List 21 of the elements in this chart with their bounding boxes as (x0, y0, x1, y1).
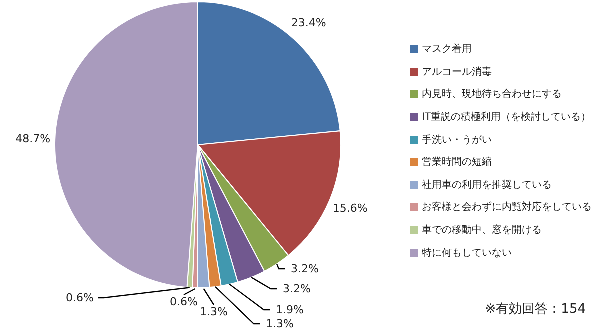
legend-label: 社用車の利用を推奨している (422, 178, 552, 192)
legend-label: マスク着用 (422, 42, 472, 56)
data-label: 0.6% (170, 296, 198, 308)
legend-label: 営業時間の短縮 (422, 156, 492, 170)
legend-label: お客様と会わずに内覧対応をしている (422, 200, 592, 214)
legend-label: アルコール消毒 (422, 66, 492, 79)
data-label: 3.2% (291, 262, 319, 276)
legend-label: 手洗い・うがい (422, 134, 492, 147)
data-label: 1.3% (200, 306, 228, 318)
text: ※有効回答：154 (485, 301, 586, 318)
legend-label: IT重説の積極利用（を検討している） (422, 110, 592, 124)
data-label: 48.7% (16, 132, 51, 146)
data-label: 0.6% (66, 292, 94, 304)
data-label: 3.2% (283, 282, 311, 296)
data-label: 1.9% (276, 304, 304, 316)
data-label: 15.6% (332, 202, 368, 215)
legend-label: 車での移動中、窓を開ける (422, 224, 542, 238)
data-label: 23.4% (291, 16, 326, 30)
data-label: 1.3% (266, 318, 294, 330)
legend-label: 内見時、現地待ち合わせにする (422, 88, 562, 102)
legend-label: 特に何もしていない (422, 246, 512, 260)
